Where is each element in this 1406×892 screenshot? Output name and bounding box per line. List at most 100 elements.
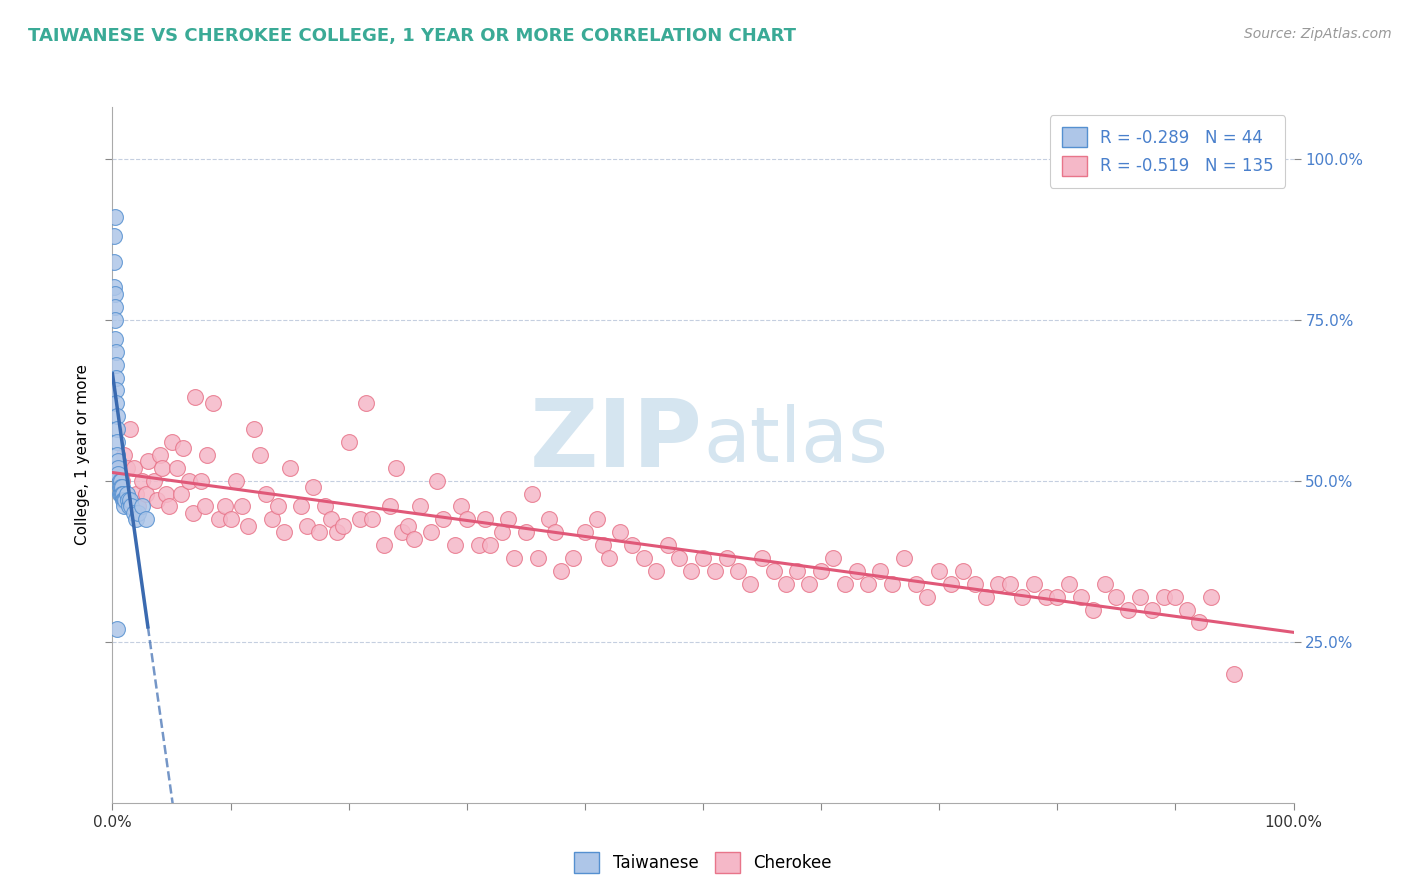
- Point: [115, 486, 138, 500]
- Point: [208, 512, 231, 526]
- Point: [538, 512, 561, 526]
- Point: [845, 564, 868, 578]
- Point: [107, 454, 129, 468]
- Point: [110, 480, 132, 494]
- Point: [474, 512, 496, 526]
- Point: [136, 454, 159, 468]
- Point: [963, 576, 986, 591]
- Point: [786, 564, 808, 578]
- Point: [135, 486, 157, 500]
- Point: [644, 564, 666, 578]
- Point: [108, 474, 131, 488]
- Point: [356, 396, 378, 410]
- Point: [1105, 590, 1128, 604]
- Point: [503, 551, 526, 566]
- Point: [302, 480, 325, 494]
- Point: [105, 622, 128, 636]
- Point: [111, 486, 134, 500]
- Point: [869, 564, 891, 578]
- Point: [142, 474, 165, 488]
- Point: [681, 564, 703, 578]
- Point: [1164, 590, 1187, 604]
- Point: [319, 512, 342, 526]
- Point: [952, 564, 974, 578]
- Point: [1199, 590, 1222, 604]
- Point: [112, 448, 135, 462]
- Point: [103, 254, 125, 268]
- Point: [456, 512, 478, 526]
- Y-axis label: College, 1 year or more: College, 1 year or more: [75, 365, 90, 545]
- Point: [515, 525, 537, 540]
- Point: [1223, 667, 1246, 681]
- Point: [703, 564, 725, 578]
- Point: [526, 551, 548, 566]
- Point: [893, 551, 915, 566]
- Point: [1011, 590, 1033, 604]
- Point: [231, 500, 253, 514]
- Point: [194, 500, 217, 514]
- Point: [1129, 590, 1152, 604]
- Point: [385, 460, 408, 475]
- Point: [716, 551, 738, 566]
- Point: [105, 344, 128, 359]
- Point: [112, 493, 135, 508]
- Point: [1081, 602, 1104, 616]
- Point: [267, 500, 290, 514]
- Point: [260, 512, 283, 526]
- Point: [297, 518, 319, 533]
- Point: [111, 474, 134, 488]
- Point: [103, 228, 125, 243]
- Point: [127, 506, 149, 520]
- Point: [104, 300, 127, 314]
- Point: [444, 538, 467, 552]
- Point: [880, 576, 903, 591]
- Point: [157, 500, 180, 514]
- Point: [987, 576, 1010, 591]
- Point: [976, 590, 998, 604]
- Point: [609, 525, 631, 540]
- Point: [314, 500, 336, 514]
- Point: [928, 564, 950, 578]
- Point: [146, 493, 169, 508]
- Point: [278, 460, 301, 475]
- Point: [775, 576, 797, 591]
- Point: [111, 480, 134, 494]
- Point: [621, 538, 644, 552]
- Point: [273, 525, 295, 540]
- Text: ZIP: ZIP: [530, 395, 703, 487]
- Point: [105, 409, 128, 424]
- Point: [195, 448, 218, 462]
- Point: [402, 532, 425, 546]
- Point: [105, 396, 128, 410]
- Point: [104, 332, 127, 346]
- Point: [107, 460, 129, 475]
- Point: [391, 525, 413, 540]
- Point: [160, 435, 183, 450]
- Point: [105, 422, 128, 436]
- Point: [799, 576, 821, 591]
- Point: [1175, 602, 1198, 616]
- Point: [467, 538, 489, 552]
- Point: [131, 500, 153, 514]
- Point: [408, 500, 430, 514]
- Point: [491, 525, 513, 540]
- Point: [544, 525, 567, 540]
- Point: [810, 564, 832, 578]
- Point: [117, 493, 139, 508]
- Point: [585, 512, 607, 526]
- Point: [740, 576, 762, 591]
- Point: [135, 512, 157, 526]
- Point: [337, 435, 360, 450]
- Point: [574, 525, 596, 540]
- Legend: R = -0.289   N = 44, R = -0.519   N = 135: R = -0.289 N = 44, R = -0.519 N = 135: [1050, 115, 1285, 187]
- Point: [420, 525, 443, 540]
- Point: [105, 435, 128, 450]
- Point: [110, 474, 132, 488]
- Point: [378, 500, 401, 514]
- Point: [361, 512, 384, 526]
- Point: [1057, 576, 1080, 591]
- Point: [125, 512, 148, 526]
- Point: [150, 460, 173, 475]
- Point: [105, 370, 128, 384]
- Point: [114, 493, 136, 508]
